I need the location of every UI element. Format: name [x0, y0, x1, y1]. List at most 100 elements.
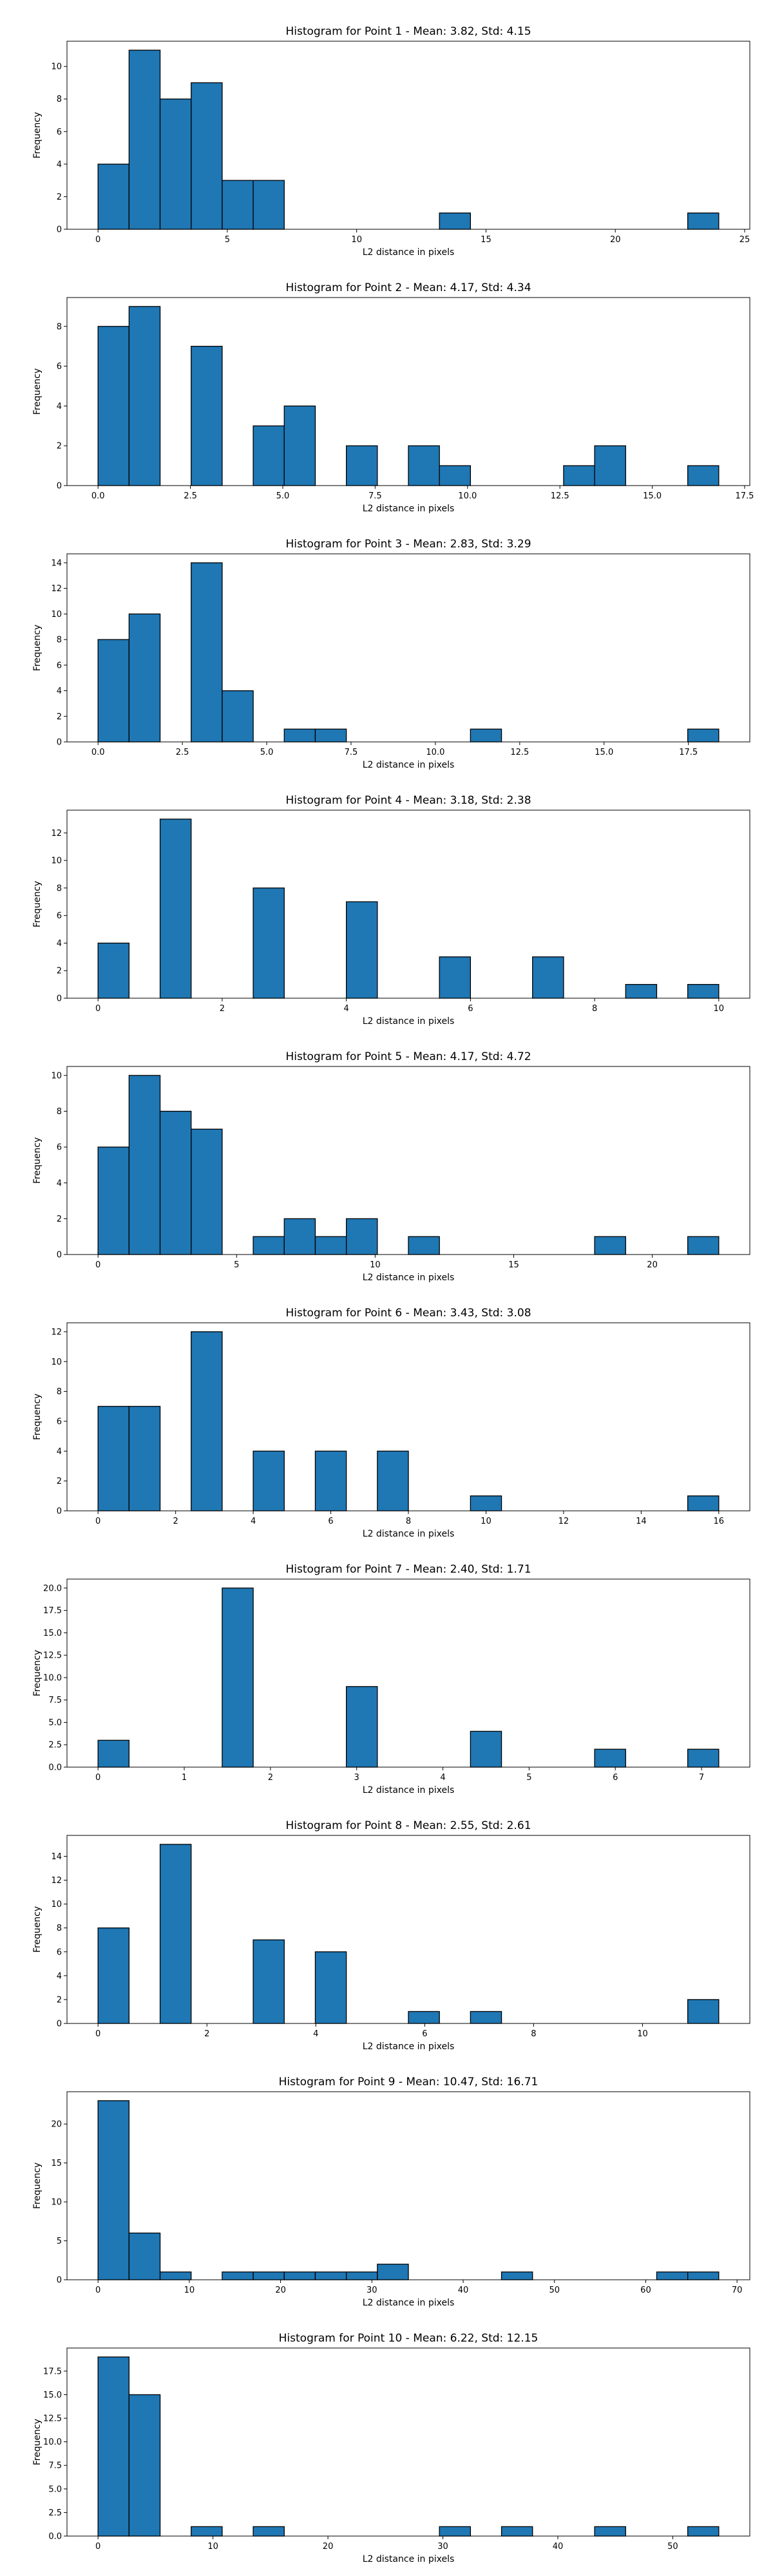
- x-axis-label: L2 distance in pixels: [363, 1016, 455, 1027]
- x-tick-label: 0: [95, 235, 100, 245]
- y-tick-label: 0: [57, 994, 62, 1004]
- histogram-bar: [314, 1951, 347, 2024]
- y-tick-label: 12: [51, 829, 62, 838]
- histogram-bar: [191, 2526, 223, 2537]
- histogram-bar: [314, 1236, 347, 1255]
- y-tick-label: 4: [57, 687, 62, 696]
- histogram-bar: [687, 2271, 720, 2280]
- chart-panel-3: Histogram for Point 3 - Mean: 2.83, Std:…: [32, 538, 750, 770]
- y-tick-label: 12: [51, 1876, 62, 1886]
- y-tick-label: 4: [57, 402, 62, 412]
- y-tick-label: 4: [57, 939, 62, 949]
- x-tick-label: 6: [613, 1773, 618, 1783]
- y-tick-label: 10: [51, 610, 62, 620]
- y-tick-label: 15: [51, 2159, 62, 2168]
- histogram-bar: [128, 613, 161, 743]
- histogram-bar: [594, 1236, 626, 1255]
- histogram-bar: [222, 2271, 254, 2280]
- histogram-bar: [253, 2271, 285, 2280]
- histogram-bar: [191, 1331, 223, 1511]
- histogram-bar: [687, 213, 720, 230]
- y-axis-label: Frequency: [32, 368, 43, 415]
- y-tick-label: 4: [57, 1971, 62, 1981]
- x-tick-label: 7.5: [345, 748, 358, 757]
- x-tick-label: 25: [740, 235, 750, 245]
- histogram-bar: [253, 1236, 285, 1255]
- x-tick-label: 20: [647, 1260, 658, 1270]
- y-tick-label: 10: [51, 2198, 62, 2208]
- x-tick-label: 50: [549, 2286, 560, 2295]
- x-tick-label: 8: [531, 2029, 536, 2039]
- histogram-bar: [159, 2271, 192, 2280]
- x-tick-label: 8: [406, 1517, 411, 1526]
- histogram-bar: [128, 2232, 161, 2280]
- histogram-bar: [345, 2271, 378, 2280]
- y-tick-label: 0: [57, 2276, 62, 2286]
- chart-panel-5: Histogram for Point 5 - Mean: 4.17, Std:…: [32, 1050, 750, 1283]
- chart-panel-10: Histogram for Point 10 - Mean: 6.22, Std…: [32, 2332, 750, 2564]
- x-tick-label: 5: [225, 235, 230, 245]
- histogram-bar: [532, 956, 564, 999]
- histogram-bar: [687, 465, 720, 486]
- histogram-bar: [97, 1927, 130, 2024]
- histogram-bar: [314, 1450, 347, 1511]
- histogram-bar: [97, 326, 130, 486]
- histogram-bar: [283, 1218, 316, 1255]
- histogram-bar: [345, 1218, 378, 1255]
- histogram-bar: [439, 465, 472, 486]
- x-tick-label: 5: [234, 1260, 239, 1270]
- chart-title: Histogram for Point 10 - Mean: 6.22, Std…: [279, 2332, 539, 2345]
- chart-title: Histogram for Point 9 - Mean: 10.47, Std…: [279, 2076, 539, 2088]
- y-tick-label: 10: [51, 857, 62, 866]
- x-axis-label: L2 distance in pixels: [363, 760, 455, 770]
- histogram-bar: [283, 2271, 316, 2280]
- y-tick-label: 6: [57, 1947, 62, 1957]
- histogram-bar: [253, 180, 285, 230]
- chart-panel-4: Histogram for Point 4 - Mean: 3.18, Std:…: [32, 794, 750, 1027]
- x-tick-label: 50: [667, 2542, 678, 2552]
- x-tick-label: 0: [95, 2286, 100, 2295]
- y-tick-label: 10: [51, 62, 62, 72]
- y-tick-label: 17.5: [43, 2367, 62, 2376]
- histogram-bar: [253, 425, 285, 486]
- y-axis-label: Frequency: [32, 2419, 43, 2465]
- histogram-bar: [377, 2264, 409, 2280]
- chart-title: Histogram for Point 1 - Mean: 3.82, Std:…: [285, 25, 531, 38]
- x-tick-label: 10: [481, 1517, 491, 1526]
- y-tick-label: 10.0: [43, 2438, 62, 2447]
- histogram-bar: [594, 2526, 626, 2537]
- y-tick-label: 8: [57, 1387, 62, 1397]
- histogram-bar: [191, 1128, 223, 1255]
- axes-frame: [66, 2091, 750, 2280]
- y-tick-label: 15.0: [43, 2391, 62, 2400]
- histogram-bar: [97, 2100, 130, 2280]
- y-tick-label: 2: [57, 1477, 62, 1486]
- histogram-bar: [222, 180, 254, 230]
- x-tick-label: 30: [367, 2286, 377, 2295]
- axes-frame: [66, 553, 750, 743]
- x-axis-label: L2 distance in pixels: [363, 247, 455, 258]
- x-axis-label: L2 distance in pixels: [363, 2298, 455, 2308]
- chart-title: Histogram for Point 8 - Mean: 2.55, Std:…: [285, 1819, 531, 1832]
- histogram-bar: [314, 2271, 347, 2280]
- y-tick-label: 6: [57, 1143, 62, 1153]
- y-axis-label: Frequency: [32, 1394, 43, 1440]
- x-tick-label: 15: [481, 235, 491, 245]
- x-tick-label: 15.0: [643, 491, 662, 501]
- histogram-bar: [128, 306, 161, 486]
- y-tick-label: 8: [57, 322, 62, 332]
- histogram-bar: [128, 1075, 161, 1255]
- y-tick-label: 2: [57, 1995, 62, 2005]
- chart-panel-8: Histogram for Point 8 - Mean: 2.55, Std:…: [32, 1819, 750, 2052]
- y-tick-label: 6: [57, 128, 62, 137]
- y-tick-label: 2.5: [48, 2508, 62, 2518]
- y-axis-label: Frequency: [32, 1137, 43, 1184]
- histogram-bar: [377, 1450, 409, 1511]
- x-tick-label: 10: [637, 2029, 648, 2039]
- chart-title: Histogram for Point 4 - Mean: 3.18, Std:…: [285, 794, 531, 807]
- histogram-bar: [283, 405, 316, 486]
- y-tick-label: 12.5: [43, 2414, 62, 2424]
- x-tick-label: 15.0: [595, 748, 613, 757]
- histogram-bar: [222, 690, 254, 743]
- histogram-bar: [159, 99, 192, 230]
